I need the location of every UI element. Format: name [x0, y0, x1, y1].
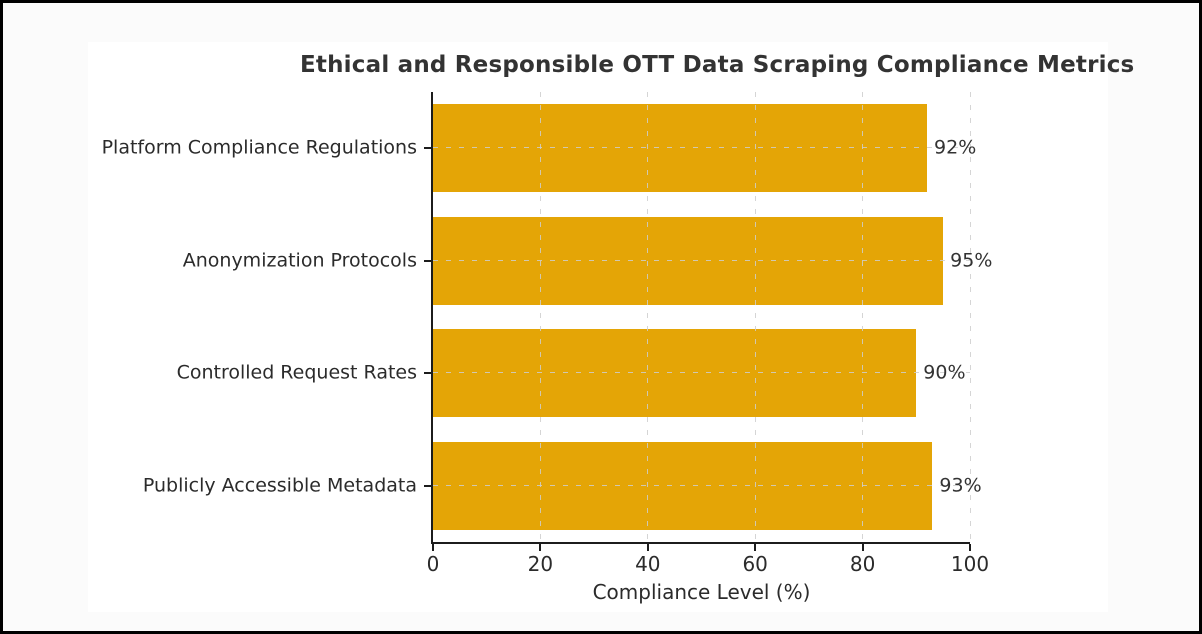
x-gridline-20 [539, 92, 541, 542]
x-gridline-100 [969, 92, 971, 542]
y-tick-mark [424, 147, 431, 150]
bar-publicly-accessible-metadata [433, 441, 933, 530]
x-tick-label-100: 100 [950, 552, 990, 576]
x-axis-label: Compliance Level (%) [592, 580, 811, 604]
bar-row: Platform Compliance Regulations 92% [102, 92, 976, 205]
bar-controlled-request-rates [433, 329, 917, 418]
bar-row: Controlled Request Rates 90% [177, 317, 970, 430]
x-tick-label-60: 60 [742, 552, 768, 576]
y-tick-mark [424, 372, 431, 375]
category-label: Controlled Request Rates [176, 361, 417, 384]
y-gridline [433, 484, 970, 486]
category-label: Anonymization Protocols [182, 249, 417, 272]
x-tick-label-20: 20 [527, 552, 554, 576]
y-tick-mark [424, 259, 431, 262]
x-tick-label-80: 80 [849, 552, 876, 576]
x-gridline-80 [862, 92, 864, 542]
x-tick-label-40: 40 [635, 552, 661, 576]
category-label: Platform Compliance Regulations [101, 136, 417, 159]
x-tick-mark-100 [969, 544, 971, 551]
x-gridline-40 [647, 92, 649, 542]
x-tick-mark-60 [754, 544, 757, 551]
y-tick-mark [424, 484, 431, 487]
y-gridline [433, 147, 970, 149]
x-tick-mark-0 [432, 544, 434, 551]
bar-value-label: 90% [923, 361, 966, 384]
bar-row: Publicly Accessible Metadata 93% [143, 430, 982, 543]
plot-area: Compliance Level (%) 0 20 40 60 80 100 Platfor… [102, 92, 992, 604]
bar-value-label: 95% [950, 249, 993, 272]
chart-title: Ethical and Responsible OTT Data Scrapin… [300, 52, 1135, 78]
bar-anonymization-protocols [433, 216, 944, 305]
x-tick-mark-80 [861, 544, 864, 551]
bar-value-label: 92% [934, 136, 977, 159]
y-gridline [433, 372, 970, 374]
bar-value-label: 93% [939, 474, 982, 497]
x-tick-mark-20 [539, 544, 542, 551]
x-gridline-60 [754, 92, 756, 542]
x-tick-label-0: 0 [426, 552, 440, 576]
x-tick-mark-40 [646, 544, 649, 551]
y-gridline [433, 259, 970, 261]
bar-platform-compliance-regulations [433, 104, 928, 193]
bar-row: Anonymization Protocols 95% [183, 205, 992, 318]
category-label: Publicly Accessible Metadata [142, 474, 417, 497]
